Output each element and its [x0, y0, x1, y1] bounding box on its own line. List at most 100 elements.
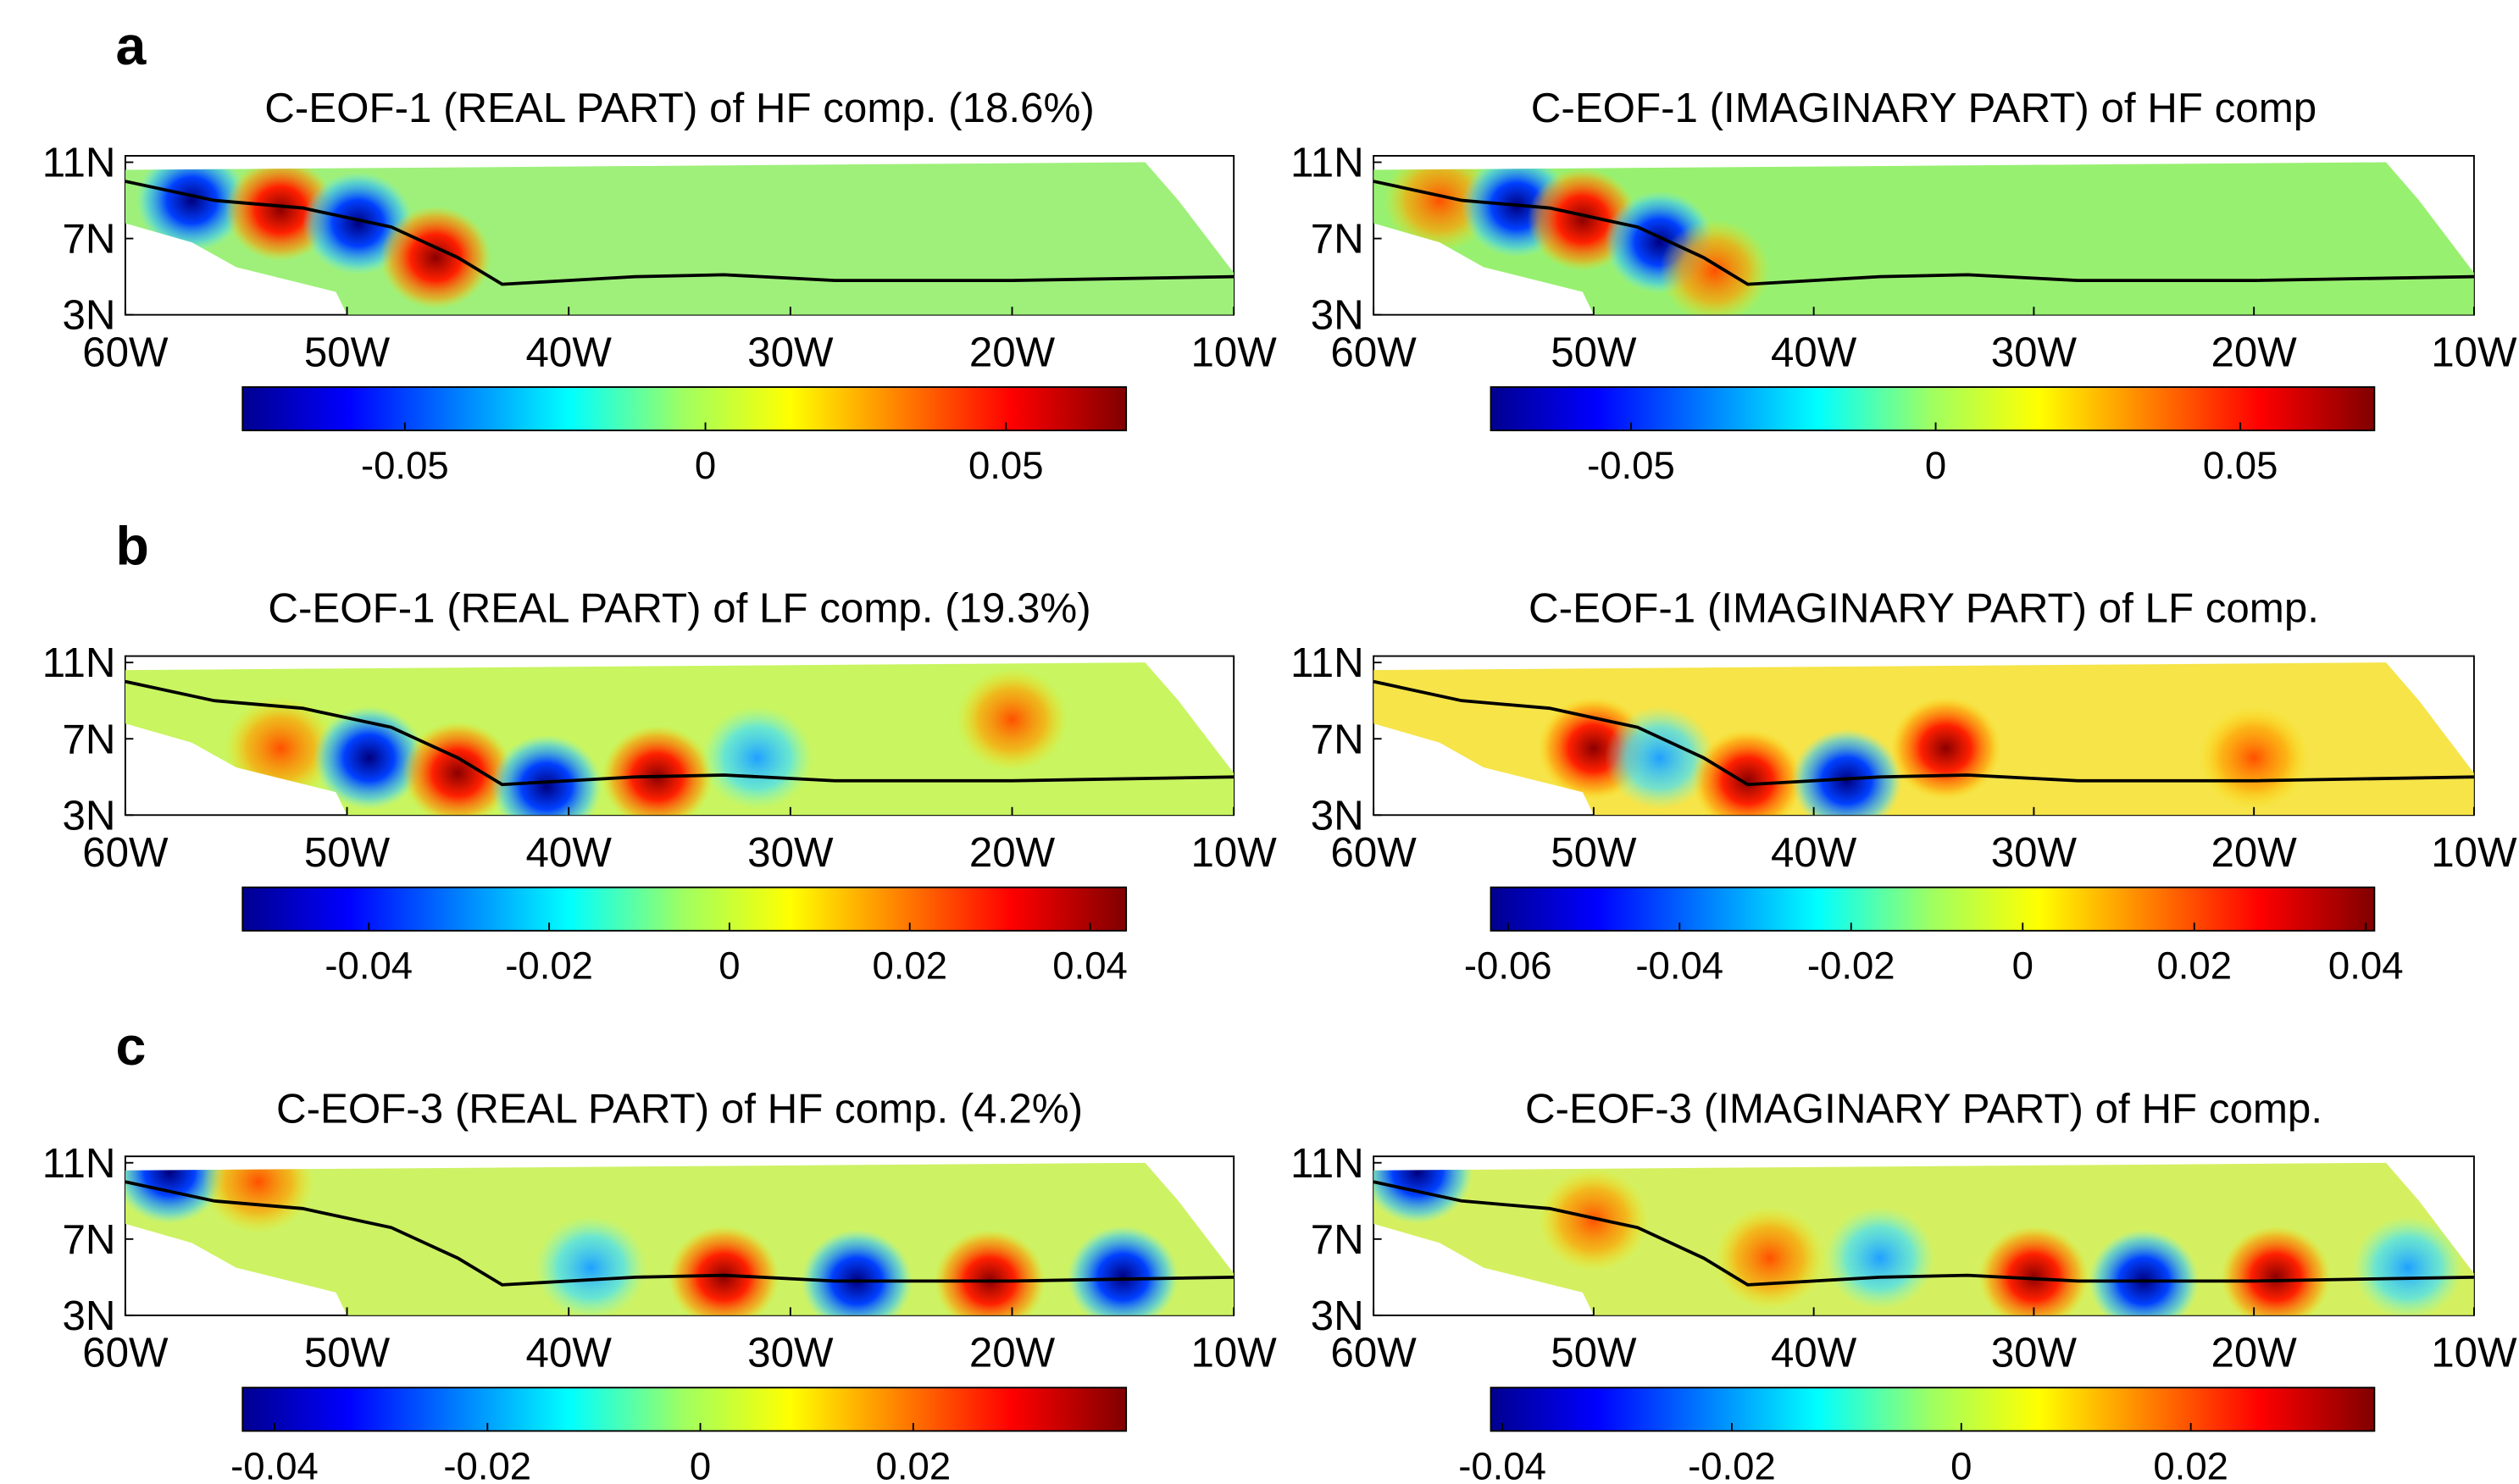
x-tick-label: 50W [304, 329, 391, 375]
colorbar [241, 1387, 1128, 1432]
colorbar-tick-label: 0 [2012, 944, 2034, 988]
colorbar-tick-label: -0.05 [1587, 444, 1675, 487]
y-tick-label: 11N [42, 1140, 116, 1187]
panel-letter: c [116, 1016, 147, 1077]
x-tick-label: 20W [969, 1330, 1056, 1376]
x-tick-label: 10W [2431, 329, 2517, 375]
x-tick-label: 30W [747, 1330, 834, 1376]
y-tick-label: 11N [1290, 140, 1364, 186]
colorbar-tick-label: -0.05 [361, 444, 449, 487]
anomaly [2353, 1215, 2463, 1315]
x-tick-label: 60W [82, 1330, 169, 1376]
x-tick-label: 10W [1190, 829, 1277, 876]
x-tick-label: 30W [747, 329, 834, 375]
anomaly [535, 1215, 646, 1315]
anomaly [1659, 219, 1770, 315]
colorbar-tick-label: 0.04 [2328, 944, 2404, 988]
colorbar-tick-label: -0.04 [230, 1444, 319, 1484]
colorbar-tick-label: -0.04 [1458, 1444, 1546, 1484]
anomaly [203, 1162, 314, 1233]
x-tick-label: 20W [2211, 829, 2297, 876]
colorbar-tick-label: 0 [1950, 1444, 1972, 1484]
anomaly [402, 722, 513, 816]
axis-line [125, 679, 1235, 787]
panel-title: C-EOF-3 (IMAGINARY PART) of HF comp. [1525, 1085, 2322, 1132]
colorbar-tick-label: -0.02 [443, 1444, 531, 1484]
colorbar [1490, 386, 2376, 432]
x-tick-label: 10W [2431, 829, 2517, 876]
y-tick-label: 11N [42, 140, 116, 186]
y-tick-label: 3N [1311, 792, 1364, 839]
x-tick-label: 50W [1551, 1330, 1637, 1376]
x-tick-label: 30W [747, 829, 834, 876]
x-tick-label: 40W [526, 1330, 613, 1376]
y-tick-label: 11N [1290, 640, 1364, 686]
x-tick-label: 50W [1551, 329, 1637, 375]
y-tick-label: 7N [63, 716, 116, 762]
axis-line [1373, 1180, 2474, 1287]
panel-letter: b [116, 515, 149, 576]
colorbar [1490, 1387, 2376, 1432]
x-tick-label: 10W [1190, 329, 1277, 375]
map [1373, 1155, 2475, 1316]
anomaly [957, 668, 1068, 772]
anomaly [1538, 1168, 1649, 1271]
anomaly [702, 706, 813, 810]
colorbar-tick-label: -0.02 [1688, 1444, 1776, 1484]
map [124, 1155, 1235, 1316]
x-tick-label: 40W [526, 329, 613, 375]
colorbar-tick-label: -0.02 [1807, 944, 1895, 988]
colorbar-tick-label: -0.04 [1635, 944, 1723, 988]
x-tick-label: 20W [969, 829, 1056, 876]
anomaly [313, 706, 425, 810]
map [1373, 655, 2475, 817]
x-tick-label: 20W [2211, 329, 2297, 375]
anomaly [1791, 729, 1902, 816]
colorbar-tick-label: 0.02 [872, 944, 947, 988]
x-tick-label: 40W [1771, 829, 1857, 876]
x-tick-label: 30W [1991, 329, 2078, 375]
y-tick-label: 3N [63, 792, 116, 839]
anomaly [1604, 706, 1715, 810]
colorbar-tick-label: -0.02 [505, 944, 593, 988]
colorbar [1490, 886, 2376, 932]
colorbar-tick-label: 0.05 [2203, 444, 2278, 487]
anomaly [2221, 1226, 2332, 1315]
x-tick-label: 60W [1330, 1330, 1417, 1376]
y-tick-label: 3N [1311, 1293, 1364, 1339]
anomaly [668, 1226, 780, 1315]
map [124, 154, 1235, 316]
colorbar-tick-label: 0.04 [1052, 944, 1128, 988]
x-tick-label: 20W [2211, 1330, 2297, 1376]
colorbar-tick-label: 0 [695, 444, 716, 487]
y-tick-label: 7N [1311, 716, 1364, 762]
panel-title: C-EOF-1 (IMAGINARY PART) of LF comp. [1529, 585, 2319, 632]
colorbar [241, 386, 1128, 432]
x-tick-label: 10W [2431, 1330, 2517, 1376]
anomaly [1067, 1226, 1179, 1315]
panel-title: C-EOF-1 (REAL PART) of HF comp. (18.6%) [264, 85, 1094, 131]
x-tick-label: 30W [1991, 829, 2078, 876]
x-tick-label: 10W [1190, 1330, 1277, 1376]
axis-line [1373, 180, 2474, 286]
x-tick-label: 60W [1330, 829, 1417, 876]
colorbar-tick-label: 0 [719, 944, 740, 988]
x-tick-label: 40W [526, 829, 613, 876]
axis-line [1373, 679, 2474, 787]
anomaly [380, 206, 491, 309]
colorbar-tick-label: 0.02 [2153, 1444, 2228, 1484]
colorbar-tick-label: -0.04 [325, 944, 413, 988]
colorbar-tick-label: 0.02 [876, 1444, 952, 1484]
anomaly [491, 734, 602, 816]
x-tick-label: 20W [969, 329, 1056, 375]
anomaly [1692, 729, 1803, 816]
x-tick-label: 40W [1771, 1330, 1857, 1376]
y-tick-label: 7N [63, 1216, 116, 1263]
colorbar-tick-label: 0.02 [2156, 944, 2232, 988]
axis-line [125, 1180, 1235, 1287]
panel-title: C-EOF-3 (REAL PART) of HF comp. (4.2%) [276, 1085, 1083, 1132]
map [1373, 154, 2475, 316]
colorbar-tick-label: 0 [690, 1444, 711, 1484]
y-tick-label: 3N [1311, 292, 1364, 339]
